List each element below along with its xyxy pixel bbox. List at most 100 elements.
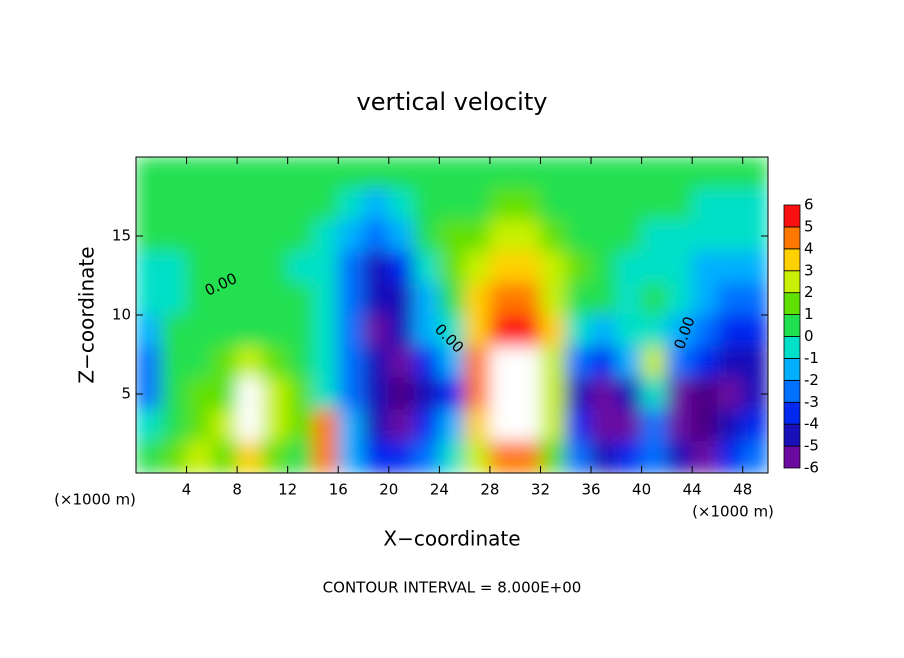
cell xyxy=(160,346,188,379)
colorbar-swatch xyxy=(783,204,801,228)
cell xyxy=(590,377,617,411)
cell xyxy=(464,188,491,221)
cell xyxy=(716,440,744,473)
cell xyxy=(236,440,263,473)
cell xyxy=(388,314,415,348)
cell xyxy=(413,219,440,253)
x-tick-label: 44 xyxy=(683,481,702,499)
cell xyxy=(615,314,643,348)
cell xyxy=(261,440,289,473)
cell xyxy=(615,282,643,316)
colorbar-label: 4 xyxy=(804,239,814,257)
cell xyxy=(742,440,768,473)
cell xyxy=(211,251,238,284)
cell xyxy=(261,251,289,284)
cell xyxy=(742,314,768,348)
cell xyxy=(489,440,516,473)
cell xyxy=(691,188,718,221)
cell xyxy=(363,409,390,442)
colorbar-label: -5 xyxy=(804,437,819,455)
cell xyxy=(666,377,693,411)
cell xyxy=(211,346,238,379)
colorbar-label: 3 xyxy=(804,261,814,279)
cell xyxy=(312,314,339,348)
cell xyxy=(464,409,491,442)
cell xyxy=(388,157,415,190)
cell xyxy=(489,314,516,348)
cell xyxy=(716,219,744,253)
cell xyxy=(261,157,289,190)
cell xyxy=(565,346,592,379)
cell xyxy=(539,346,567,379)
cell xyxy=(312,188,339,221)
colorbar-swatch xyxy=(783,336,801,359)
cell xyxy=(514,440,541,473)
cell xyxy=(691,409,718,442)
colorbar-label: 2 xyxy=(804,283,814,301)
x-tick-label: 28 xyxy=(480,481,499,499)
x-unit: (×1000 m) xyxy=(692,503,774,521)
cell xyxy=(565,440,592,473)
cell xyxy=(438,409,466,442)
cell xyxy=(666,219,693,253)
x-tick-label: 4 xyxy=(182,481,192,499)
cell xyxy=(565,282,592,316)
colorbar-swatch xyxy=(783,226,801,250)
cell xyxy=(312,251,339,284)
colorbar-label: -4 xyxy=(804,415,819,433)
colorbar-swatch xyxy=(783,314,801,337)
colorbar-swatch xyxy=(783,423,801,447)
cell xyxy=(464,157,491,190)
cell xyxy=(136,346,162,379)
cell xyxy=(438,219,466,253)
cell xyxy=(363,346,390,379)
cell xyxy=(261,314,289,348)
cell xyxy=(716,314,744,348)
cell xyxy=(464,377,491,411)
cell xyxy=(287,188,314,221)
cell xyxy=(565,409,592,442)
colorbar-swatch xyxy=(783,401,801,425)
cell xyxy=(160,314,188,348)
cell xyxy=(590,409,617,442)
cell xyxy=(716,377,744,411)
cell xyxy=(211,440,238,473)
cell xyxy=(666,314,693,348)
plot-area xyxy=(136,157,768,473)
cell xyxy=(489,251,516,284)
cell xyxy=(590,346,617,379)
x-tick-label: 12 xyxy=(278,481,297,499)
cell xyxy=(464,346,491,379)
cell xyxy=(641,314,668,348)
cell xyxy=(261,377,289,411)
cell xyxy=(236,188,263,221)
cell xyxy=(716,346,744,379)
cell xyxy=(413,409,440,442)
x-tick-label: 40 xyxy=(632,481,651,499)
cell xyxy=(186,188,213,221)
cell xyxy=(363,157,390,190)
cell xyxy=(211,219,238,253)
colorbar-label: 5 xyxy=(804,217,814,235)
footnote: CONTOUR INTERVAL = 8.000E+00 xyxy=(323,579,582,597)
cell xyxy=(464,251,491,284)
colorbar-swatch xyxy=(783,358,801,381)
cell xyxy=(590,188,617,221)
cell xyxy=(236,346,263,379)
cell xyxy=(337,251,365,284)
cell xyxy=(716,251,744,284)
cell xyxy=(312,440,339,473)
cell xyxy=(236,377,263,411)
cell xyxy=(388,377,415,411)
x-unit: (×1000 m) xyxy=(54,491,136,509)
cell xyxy=(287,251,314,284)
colorbar-label: 0 xyxy=(804,327,814,345)
cell xyxy=(388,440,415,473)
cell xyxy=(236,157,263,190)
cell xyxy=(615,409,643,442)
cell xyxy=(287,409,314,442)
cell xyxy=(641,346,668,379)
cell xyxy=(666,409,693,442)
cell xyxy=(363,219,390,253)
